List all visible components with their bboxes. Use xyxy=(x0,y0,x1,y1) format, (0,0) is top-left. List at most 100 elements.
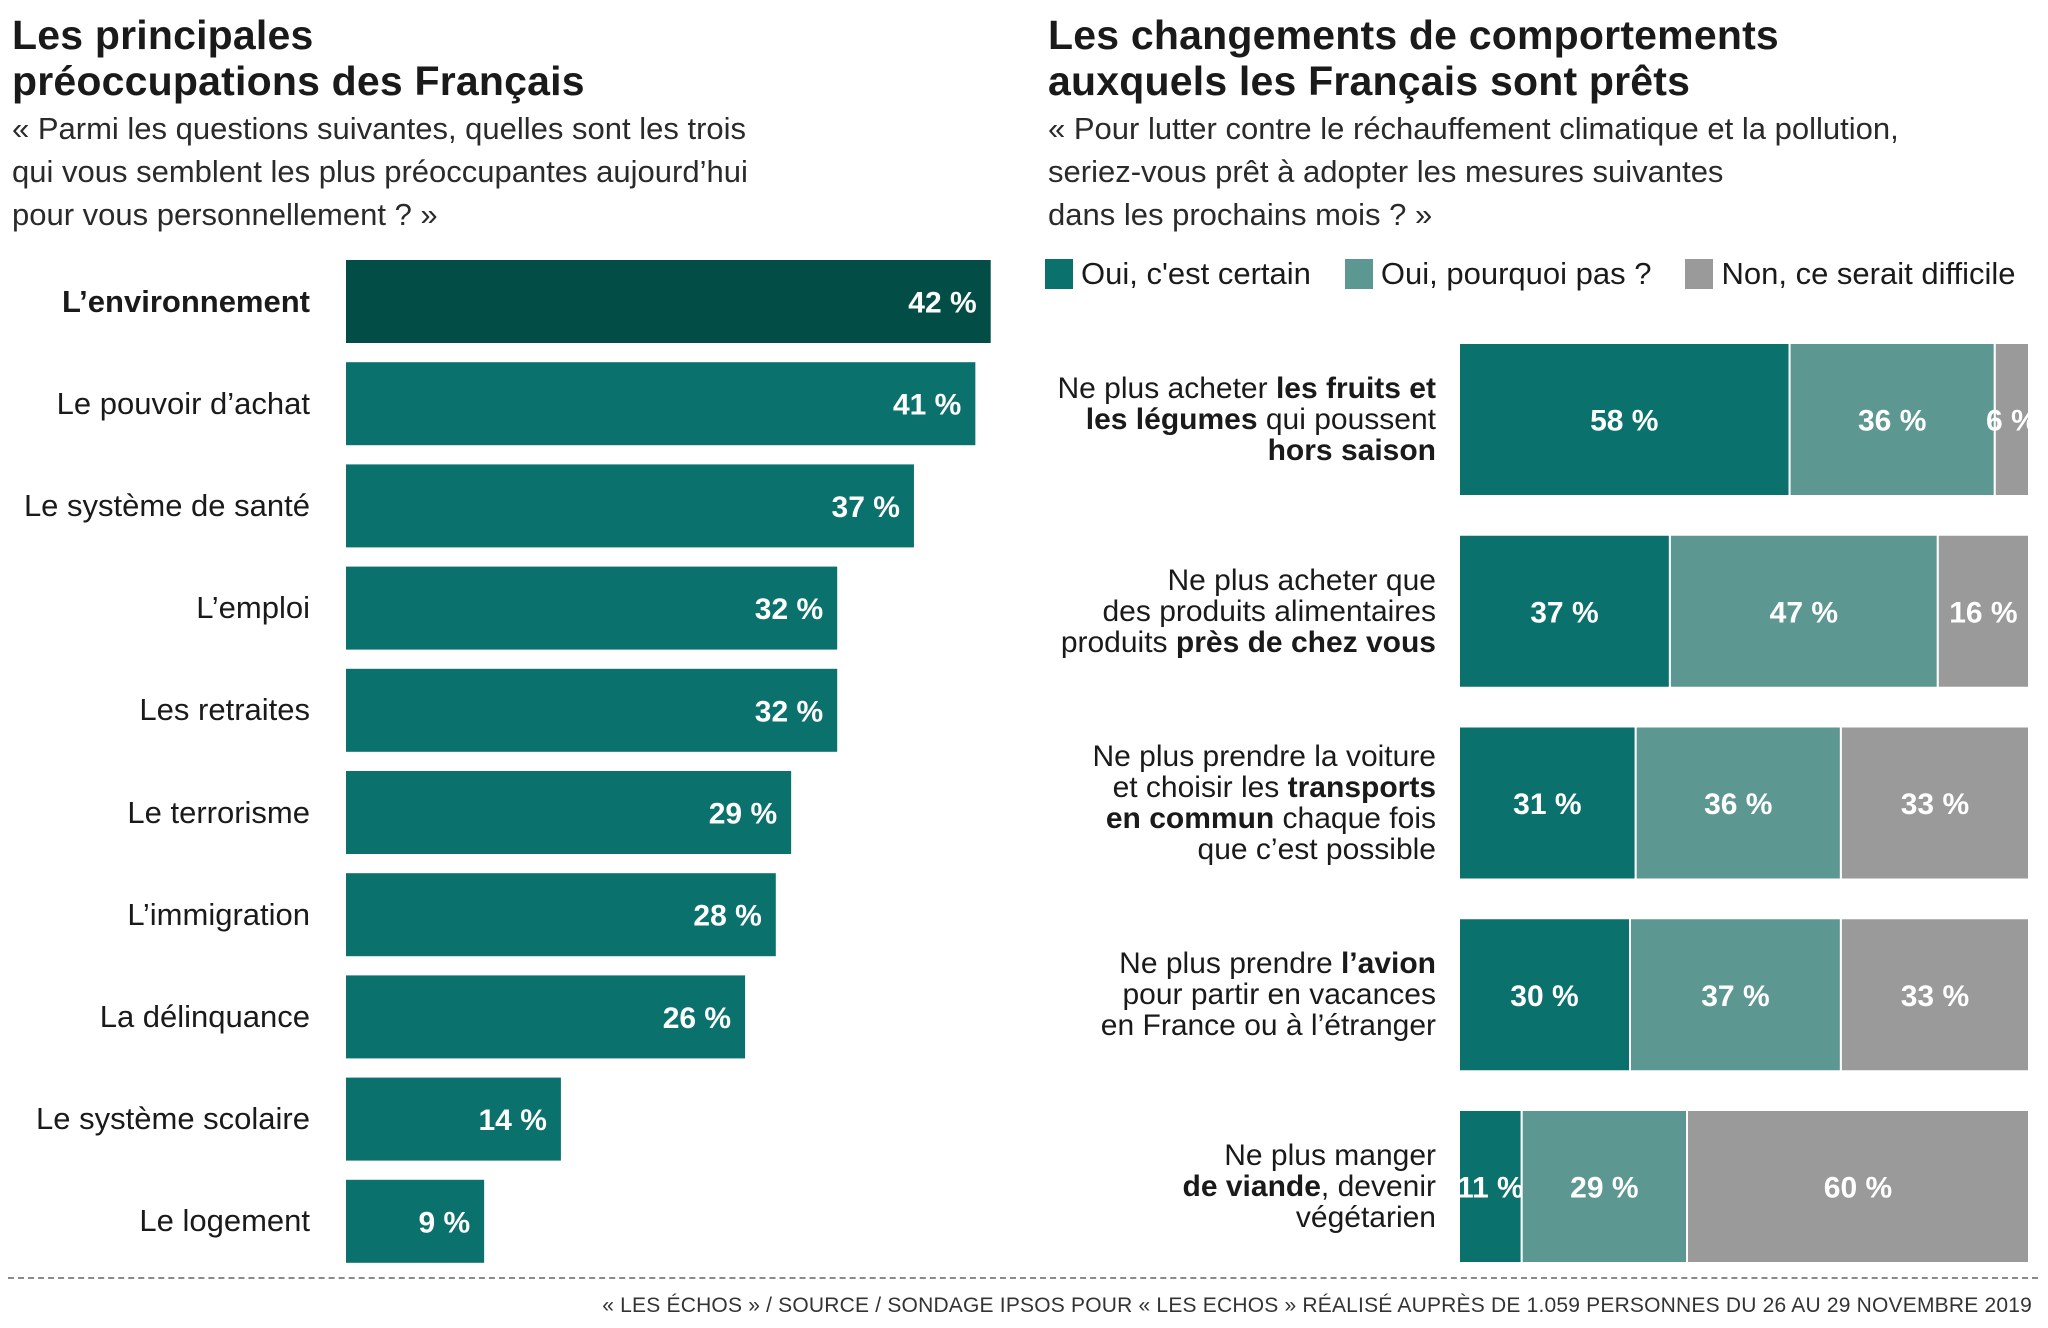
stack-value-3-non-ce-serait-difficile: 33 % xyxy=(1901,788,1969,821)
stack-segment-4-oui-c-est-certain xyxy=(1458,917,1631,1073)
right-question-line-2: seriez-vous prêt à adopter les mesures s… xyxy=(1048,154,1724,189)
left-question-line-2: qui vous semblent les plus préoccupantes… xyxy=(12,154,748,189)
label-fragment: Ne plus acheter xyxy=(1057,372,1276,405)
legend-swatch-pourquoi-pas xyxy=(1344,259,1373,289)
label-fragment: et choisir les xyxy=(1112,771,1288,804)
bar-le-terrorisme xyxy=(346,771,792,854)
stack-segment-4-non-ce-serait-difficile xyxy=(1839,917,2031,1073)
category-label-l-environnement: L’environnement xyxy=(61,283,310,319)
bar-les-retraites xyxy=(346,668,838,752)
bar-value-l-immigration: 28 % xyxy=(693,900,761,933)
stack-category-label-line: et choisir les transports xyxy=(1016,772,1436,803)
bar-le-pouvoir-d-achat xyxy=(346,362,976,446)
left-title-line-2: préoccupations des Français xyxy=(12,58,585,104)
right-title-line-1: Les changements de comportements xyxy=(1048,12,1779,58)
stack-category-label-4: Ne plus prendre l’avion pour partir en va… xyxy=(1016,948,1436,1041)
bar-value-le-systeme-de-sante: 37 % xyxy=(832,491,900,524)
category-label-le-logement: Le logement xyxy=(139,1203,310,1239)
bar-value-la-delinquance: 26 % xyxy=(663,1002,731,1035)
stack-value-4-oui-c-est-certain: 30 % xyxy=(1510,980,1578,1013)
stack-category-label-line: en France ou à l’étranger xyxy=(1016,1010,1436,1041)
footer-separator xyxy=(8,1277,2038,1279)
stack-value-4-non-ce-serait-difficile: 33 % xyxy=(1901,980,1969,1013)
label-fragment: chaque fois xyxy=(1274,802,1436,835)
left-title-line-1: Les principales xyxy=(12,12,314,58)
bar-la-delinquance xyxy=(346,975,746,1059)
stack-category-label-2: Ne plus acheter que des produits alimenta… xyxy=(1016,565,1436,658)
label-fragment: qui poussent xyxy=(1257,403,1436,436)
bar-l-emploi xyxy=(346,566,838,650)
stack-value-4-oui-pourquoi-pas: 37 % xyxy=(1701,980,1769,1013)
left-chart-title: Les principales préoccupations des Franç… xyxy=(12,12,585,104)
legend-item-pourquoi-pas: Oui, pourquoi pas ? xyxy=(1344,256,1652,292)
left-question-line-1: « Parmi les questions suivantes, quelles… xyxy=(12,111,747,146)
left-question-line-3: pour vous personnellement ? » xyxy=(12,197,438,232)
bar-value-les-retraites: 32 % xyxy=(755,695,823,728)
stack-value-3-oui-pourquoi-pas: 36 % xyxy=(1704,788,1772,821)
stack-value-5-oui-c-est-certain: 11 % xyxy=(1457,1172,1524,1205)
category-label-la-delinquance: La délinquance xyxy=(99,998,310,1034)
stack-category-label-line: en commun chaque fois xyxy=(1016,803,1436,834)
stack-category-label-3: Ne plus prendre la voiture et choisir les… xyxy=(1016,741,1436,865)
source-note: « LES ÉCHOS » / SOURCE / SONDAGE IPSOS P… xyxy=(602,1294,2032,1317)
stack-category-label-line: produits près de chez vous xyxy=(1016,627,1436,658)
chart-legend: Oui, c'est certain Oui, pourquoi pas ? N… xyxy=(1045,256,2016,292)
stack-category-label-line: les légumes qui poussent xyxy=(1016,404,1436,435)
category-label-le-systeme-scolaire: Le système scolaire xyxy=(36,1101,310,1137)
stack-category-label-line: Ne plus prendre l’avion xyxy=(1016,948,1436,979)
legend-swatch-difficile xyxy=(1685,259,1714,289)
stack-category-label-line: pour partir en vacances xyxy=(1016,979,1436,1010)
label-fragment: près de chez vous xyxy=(1175,625,1436,659)
stack-value-1-non-ce-serait-difficile: 6 % xyxy=(1986,405,2038,438)
bar-value-le-systeme-scolaire: 14 % xyxy=(479,1104,547,1137)
stack-segment-1-oui-c-est-certain xyxy=(1458,342,1791,497)
stack-category-label-line: Ne plus prendre la voiture xyxy=(1016,741,1436,772)
bar-le-systeme-de-sante xyxy=(346,464,914,548)
stack-value-2-oui-c-est-certain: 37 % xyxy=(1530,596,1598,629)
label-fragment: de viande xyxy=(1182,1170,1321,1203)
category-label-le-systeme-de-sante: Le système de santé xyxy=(23,487,310,523)
bar-le-logement xyxy=(346,1179,485,1263)
stack-segment-3-oui-c-est-certain xyxy=(1458,725,1637,881)
legend-label-pourquoi-pas: Oui, pourquoi pas ? xyxy=(1380,256,1652,291)
stack-category-label-line: de viande, devenir xyxy=(1016,1171,1436,1202)
stack-segment-2-non-ce-serait-difficile xyxy=(1936,533,2031,689)
label-fragment: Ne plus prendre xyxy=(1119,947,1341,981)
label-fragment: transports xyxy=(1287,771,1436,804)
right-chart-title: Les changements de comportements auxquel… xyxy=(1048,12,1779,104)
stack-value-1-oui-c-est-certain: 58 % xyxy=(1590,405,1658,438)
label-fragment: produits xyxy=(1060,625,1176,659)
bar-value-le-logement: 9 % xyxy=(418,1206,470,1239)
stack-value-5-oui-pourquoi-pas: 29 % xyxy=(1570,1172,1638,1205)
category-label-le-pouvoir-d-achat: Le pouvoir d’achat xyxy=(56,385,310,421)
label-fragment: les légumes xyxy=(1085,403,1258,436)
label-fragment: en commun xyxy=(1105,802,1275,835)
label-fragment: que c’est possible xyxy=(1197,833,1436,866)
label-fragment: Ne plus prendre la voiture xyxy=(1092,740,1436,773)
stack-category-label-line: Ne plus manger xyxy=(1016,1140,1436,1171)
stack-segment-2-oui-pourquoi-pas xyxy=(1668,533,1939,689)
right-question-line-1: « Pour lutter contre le réchauffement cl… xyxy=(1048,111,1899,146)
bar-value-l-environnement: 42 % xyxy=(908,287,976,320)
stack-segment-3-non-ce-serait-difficile xyxy=(1839,725,2031,881)
stack-segment-5-non-ce-serait-difficile xyxy=(1686,1109,2030,1264)
label-fragment: pour partir en vacances xyxy=(1122,978,1436,1012)
legend-item-certain: Oui, c'est certain xyxy=(1045,256,1311,292)
category-label-l-emploi: L’emploi xyxy=(196,590,310,626)
stack-category-label-1: Ne plus acheter les fruits et les légumes… xyxy=(1016,373,1436,466)
stack-category-label-line: des produits alimentaires xyxy=(1016,596,1436,627)
bar-value-le-pouvoir-d-achat: 41 % xyxy=(893,389,961,422)
category-label-les-retraites: Les retraites xyxy=(139,692,310,728)
stack-segment-1-non-ce-serait-difficile xyxy=(1993,342,2031,497)
stack-category-label-line: que c’est possible xyxy=(1016,834,1436,865)
legend-label-difficile: Non, ce serait difficile xyxy=(1721,256,2016,291)
stack-value-5-non-ce-serait-difficile: 60 % xyxy=(1824,1172,1892,1205)
stack-segment-3-oui-pourquoi-pas xyxy=(1634,725,1842,881)
bar-le-systeme-scolaire xyxy=(346,1077,561,1161)
label-fragment: , devenir xyxy=(1320,1170,1436,1203)
bar-l-immigration xyxy=(346,873,776,957)
stack-category-label-line: Ne plus acheter que xyxy=(1016,565,1436,596)
stack-segment-5-oui-pourquoi-pas xyxy=(1520,1109,1688,1264)
